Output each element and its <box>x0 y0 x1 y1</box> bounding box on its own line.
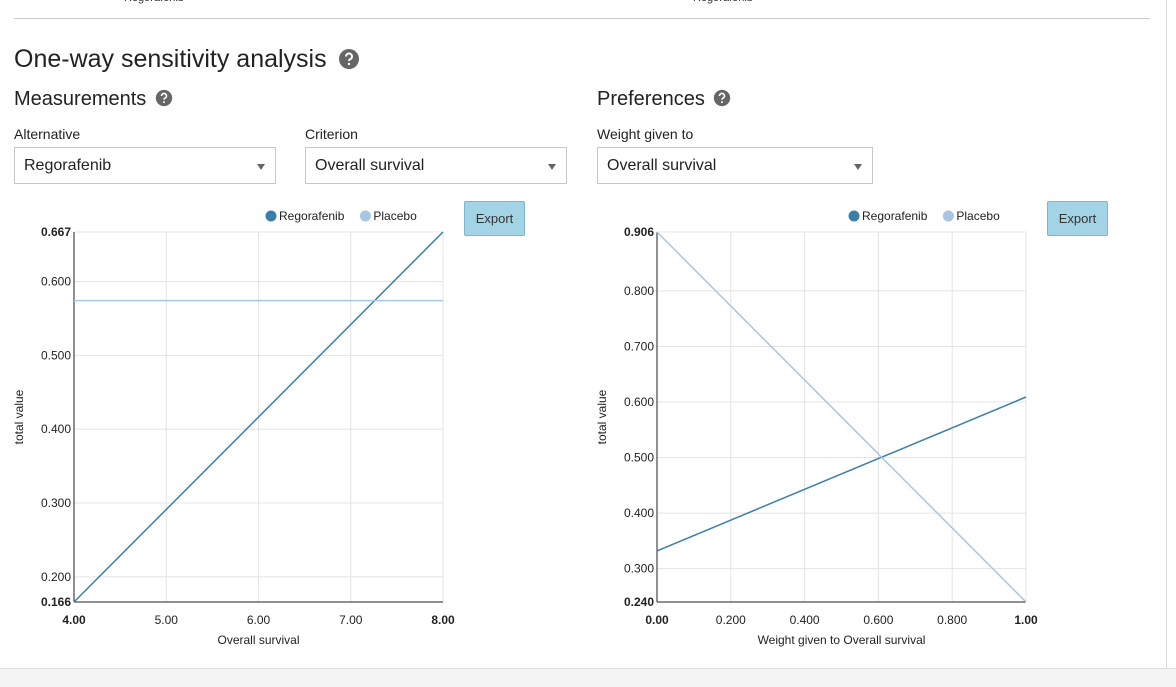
title-text: Preferences <box>597 88 705 110</box>
help-icon[interactable] <box>338 48 360 70</box>
export-button[interactable]: Export <box>1047 201 1108 236</box>
y-tick-label: 0.667 <box>41 225 71 239</box>
select-value: Regorafenib <box>24 157 112 174</box>
x-axis-label: Weight given to Overall survival <box>758 633 926 647</box>
panel-title: Measurements <box>14 88 173 111</box>
border <box>1166 0 1167 668</box>
field-label: Criterion <box>305 126 358 142</box>
chart: 0.240 0.300 0.400 0.500 0.600 0.700 0.800 0.906… <box>595 209 1038 647</box>
field-label: Alternative <box>14 126 81 142</box>
y-tick-label: 0.800 <box>624 284 654 298</box>
y-tick-label: 0.200 <box>41 570 71 584</box>
legend-label: Regorafenib <box>862 209 928 223</box>
x-tick-label: 1.00 <box>1014 613 1038 627</box>
select[interactable]: Overall survival <box>305 147 567 184</box>
help-icon[interactable] <box>713 89 731 107</box>
y-tick-label: 0.300 <box>41 496 71 510</box>
y-tick-label: 0.600 <box>41 274 71 288</box>
field-label: Weight given to <box>597 126 694 142</box>
select-value: Overall survival <box>607 157 717 174</box>
series-line <box>73 231 444 603</box>
x-tick-label: 0.800 <box>937 613 967 627</box>
panel-title: Preferences <box>597 88 731 111</box>
series-line <box>656 231 1027 603</box>
y-axis-label: total value <box>12 389 26 444</box>
help-icon[interactable] <box>155 89 173 107</box>
y-tick-label: 0.600 <box>624 395 654 409</box>
cut-label: Regorafenib <box>693 0 753 4</box>
x-axis-label: Overall survival <box>217 633 299 647</box>
legend-marker <box>265 210 277 222</box>
y-tick-label: 0.166 <box>41 595 71 609</box>
legend-label: Placebo <box>956 209 1000 223</box>
y-tick-label: 0.700 <box>624 339 654 353</box>
chart: 0.166 0.200 0.300 0.400 0.500 0.600 0.667 4.00 5… <box>12 209 455 647</box>
export-button[interactable]: Export <box>464 201 525 236</box>
section-title: One-way sensitivity analysis <box>14 45 360 74</box>
y-tick-label: 0.500 <box>624 451 654 465</box>
x-tick-label: 6.00 <box>247 613 271 627</box>
title-text: One-way sensitivity analysis <box>14 45 327 73</box>
select-value: Overall survival <box>315 157 425 174</box>
series-line <box>656 396 1027 552</box>
divider <box>14 18 1150 19</box>
x-tick-label: 8.00 <box>431 613 455 627</box>
x-tick-label: 7.00 <box>339 613 363 627</box>
y-tick-label: 0.240 <box>624 595 654 609</box>
y-tick-label: 0.400 <box>624 506 654 520</box>
cut-label: Regorafenib <box>124 0 184 4</box>
x-tick-label: 4.00 <box>62 613 86 627</box>
y-tick-label: 0.400 <box>41 422 71 436</box>
legend-marker <box>942 210 954 222</box>
legend-marker <box>359 210 371 222</box>
footer-band <box>0 668 1176 687</box>
y-tick-label: 0.300 <box>624 562 654 576</box>
y-tick-label: 0.906 <box>624 225 654 239</box>
title-text: Measurements <box>14 88 147 110</box>
legend-marker <box>848 210 860 222</box>
x-tick-label: 0.600 <box>863 613 893 627</box>
x-tick-label: 0.400 <box>790 613 820 627</box>
legend-label: Regorafenib <box>279 209 345 223</box>
x-tick-label: 0.200 <box>716 613 746 627</box>
x-tick-label: 0.00 <box>645 613 669 627</box>
x-tick-label: 5.00 <box>155 613 179 627</box>
select[interactable]: Regorafenib <box>14 147 276 184</box>
y-tick-label: 0.500 <box>41 348 71 362</box>
legend-label: Placebo <box>373 209 417 223</box>
select[interactable]: Overall survival <box>597 147 873 184</box>
y-axis-label: total value <box>595 389 609 444</box>
